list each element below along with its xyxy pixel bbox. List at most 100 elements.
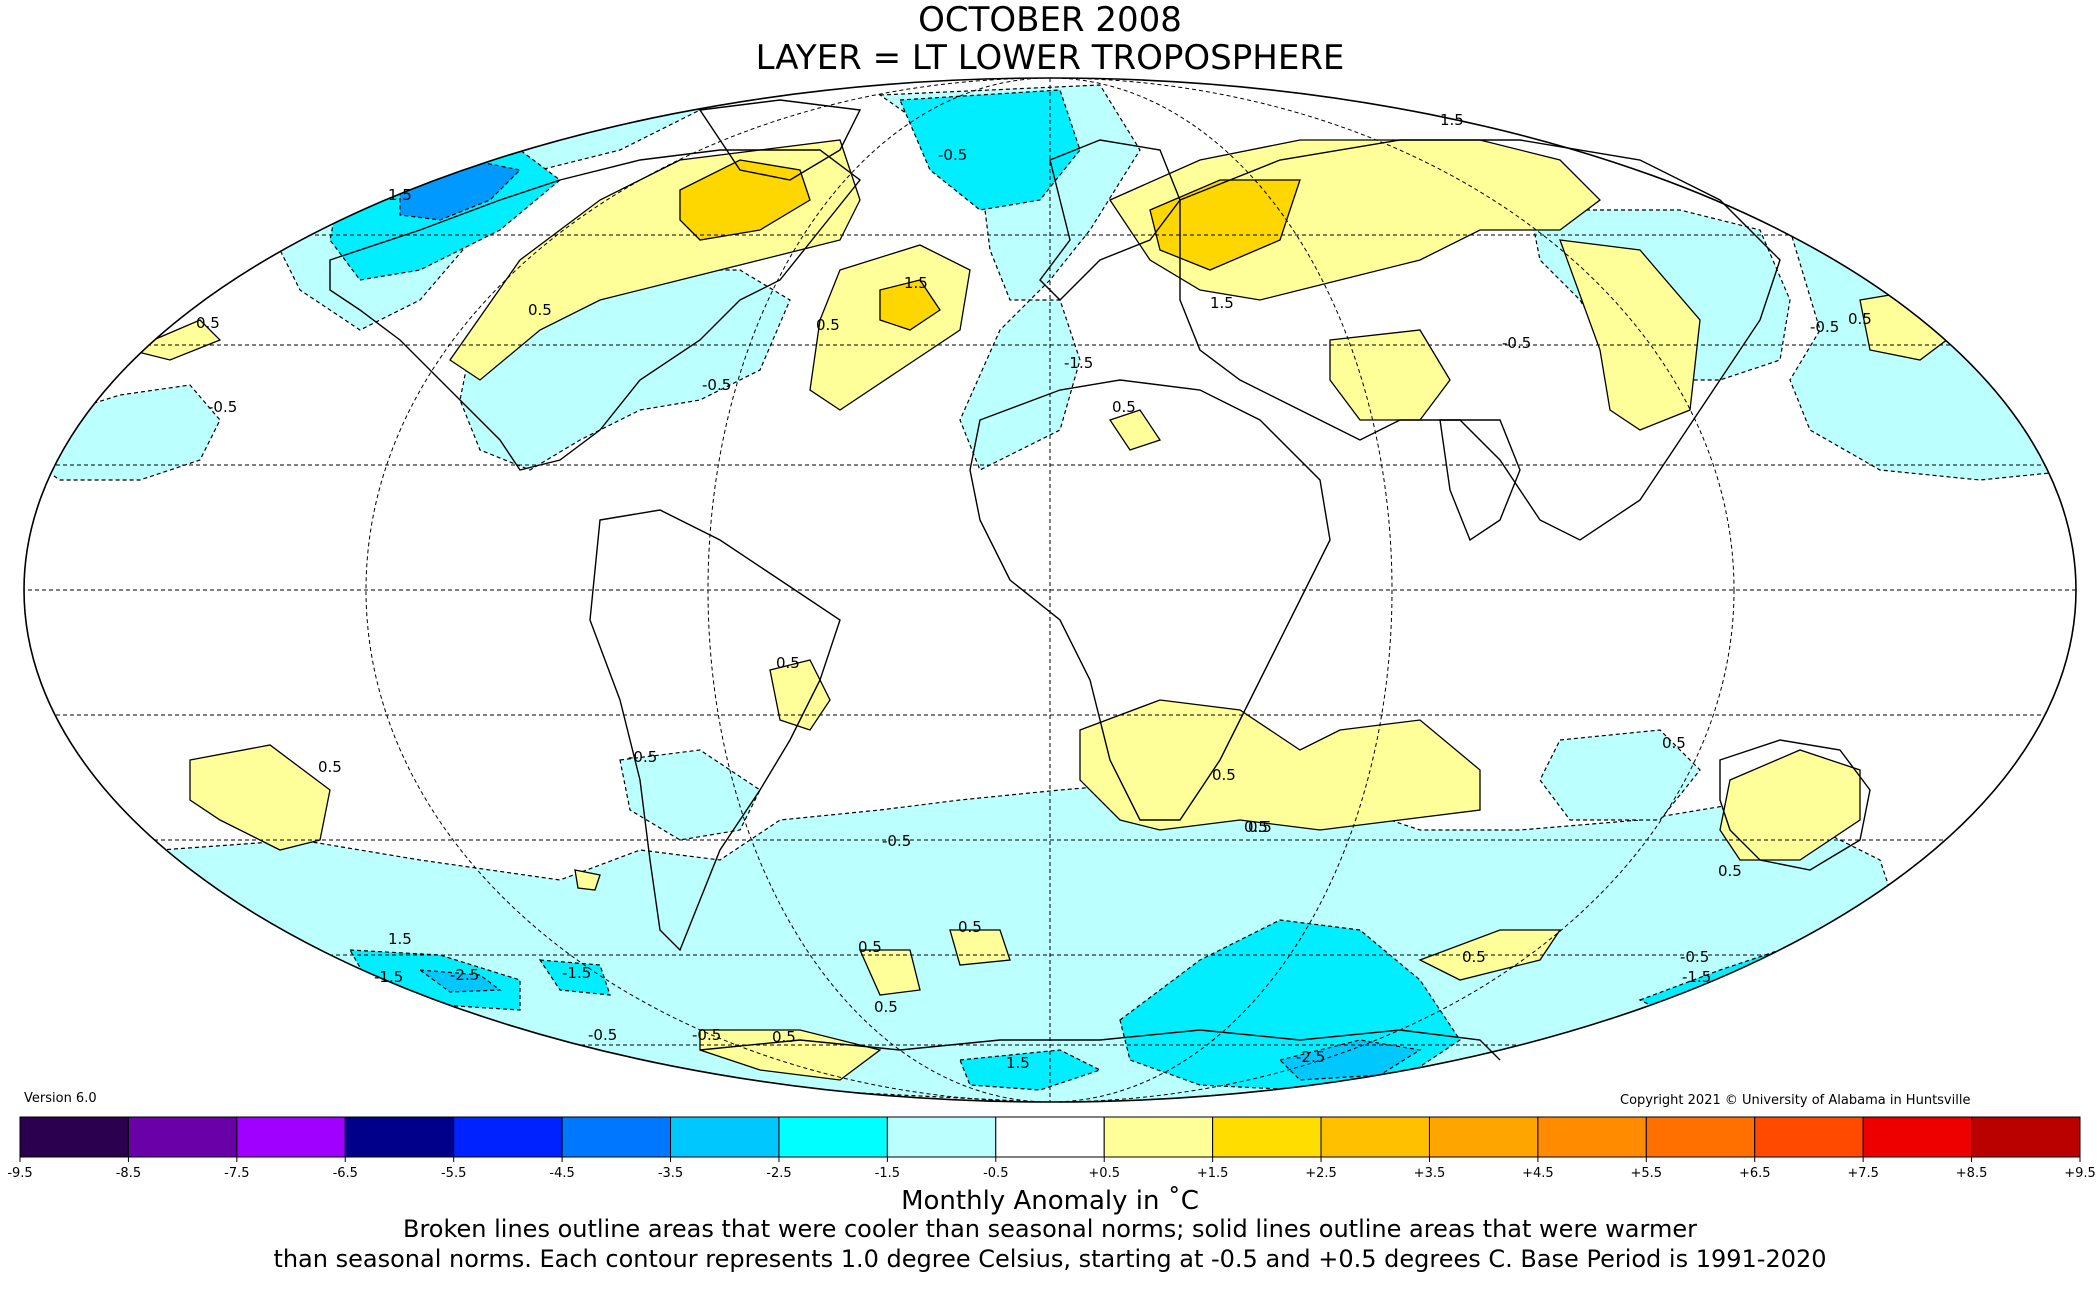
warm-region-southern-ocean-mid [949, 929, 1011, 966]
contour-label: -0.5 [588, 1026, 617, 1044]
color-scale-tick-label: +8.5 [1956, 1166, 1988, 1181]
contour-label: 1.5 [904, 274, 928, 292]
warm-region-southern-indian [1418, 929, 1562, 981]
color-bin [995, 1116, 1105, 1158]
contour-label: 0.5 [958, 918, 982, 936]
color-scale-tick-label: -6.5 [333, 1166, 358, 1181]
contour-label: 0.5 [318, 758, 342, 776]
contour-label: 1.5 [388, 186, 412, 204]
cool3-region-antarctic-core [1278, 1039, 1422, 1081]
color-scale-tick-label: -0.5 [983, 1166, 1008, 1181]
continent-outlines [329, 99, 1871, 1061]
north-america-outline [329, 149, 861, 471]
contour-label: -1.5 [1064, 354, 1093, 372]
contour-label: 0.5 [776, 654, 800, 672]
contour-label: 0.5 [1112, 398, 1136, 416]
africa-outline [969, 379, 1331, 821]
contour-label: 0.5 [1848, 310, 1872, 328]
color-bin [1862, 1116, 1973, 1158]
globe-outline [23, 77, 2077, 1103]
color-bin [1971, 1116, 2081, 1158]
color-bin [1645, 1116, 1756, 1158]
map-subtitle: LAYER = LT LOWER TROPOSPHERE [755, 38, 1345, 78]
color-scale-tick-label: -1.5 [875, 1166, 900, 1181]
color-bin [453, 1116, 563, 1158]
color-scale-tick-label: -3.5 [658, 1166, 683, 1181]
warm-region-southern-africa [1079, 699, 1481, 831]
warm-region-pacific-small [574, 869, 601, 891]
color-scale-tick-label: -5.5 [441, 1166, 466, 1181]
map-title: OCTOBER 2008 [918, 0, 1182, 40]
contour-label: 0.5 [772, 1028, 796, 1046]
contour-label: -1.5 [562, 964, 591, 982]
contour-label: 0.5 [1718, 862, 1742, 880]
color-scale-bins [19, 1116, 2081, 1158]
contour-label: -0.5 [692, 1026, 721, 1044]
color-bin [886, 1116, 997, 1158]
warm-region-south-pacific [189, 744, 331, 851]
color-bin [1537, 1116, 1647, 1158]
warm-region-east-asia [1559, 239, 1701, 431]
contour-label: 0.5 [1662, 734, 1686, 752]
color-bin [778, 1116, 888, 1158]
warm2-region-canada-core [679, 159, 811, 241]
color-bin [1428, 1116, 1539, 1158]
graticule [24, 78, 2076, 1102]
contour-label: -1.5 [1682, 968, 1711, 986]
color-scale-tick-label: +1.5 [1197, 1166, 1229, 1181]
color-bin [670, 1116, 780, 1158]
cool-region-indian-ocean-east [1539, 729, 1701, 821]
color-bin [1754, 1116, 1864, 1158]
caption-line-2: than seasonal norms. Each contour repres… [273, 1245, 1827, 1273]
warm2-region-europe-core [1149, 179, 1301, 271]
contour-label: 0.5 [1248, 818, 1272, 836]
contour-label: 1.5 [1210, 294, 1234, 312]
contour-label: 0.5 [196, 314, 220, 332]
contour-label: -2.5 [450, 966, 479, 984]
color-bin [1212, 1116, 1322, 1158]
contour-label: 1.5 [1440, 111, 1464, 129]
contour-label: 0.5 [858, 938, 882, 956]
europe-outline [1039, 139, 1181, 301]
contour-label: -0.5 [628, 748, 657, 766]
color-bin [236, 1116, 346, 1158]
color-scale-ticks: -9.5 -8.5 -7.5 -6.5 -5.5 -4.5 -3.5 -2.5 -1.5 -0.5… [7, 1157, 2096, 1181]
contour-label: 0.5 [1462, 948, 1486, 966]
contour-label: -0.5 [938, 146, 967, 164]
color-scale-tick-label: +6.5 [1739, 1166, 1771, 1181]
contour-label: 0.5 [528, 301, 552, 319]
color-bin [561, 1116, 672, 1158]
color-scale-tick-label: -8.5 [116, 1166, 141, 1181]
color-scale-tick-label: +9.5 [2064, 1166, 2096, 1181]
cool2-region-south-pacific-2 [538, 959, 611, 996]
color-scale-tick-label: +4.5 [1522, 1166, 1554, 1181]
color-scale-tick-label: +2.5 [1305, 1166, 1337, 1181]
contour-label: -0.5 [1680, 948, 1709, 966]
australia-outline [1719, 739, 1871, 871]
color-bin [344, 1116, 455, 1158]
color-scale-tick-label: +3.5 [1414, 1166, 1446, 1181]
contour-label: 0.5 [1244, 818, 1268, 836]
asia-outline [1179, 139, 1781, 541]
color-scale-tick-label: +7.5 [1847, 1166, 1879, 1181]
color-scale-tick-label: -4.5 [549, 1166, 574, 1181]
cool-region-north-atlantic [878, 84, 1141, 471]
color-scale-tick-label: -2.5 [766, 1166, 791, 1181]
contour-label: -0.5 [208, 398, 237, 416]
contour-label: -0.5 [1502, 334, 1531, 352]
color-bin [127, 1116, 238, 1158]
contour-label: 0.5 [1212, 766, 1236, 784]
version-label: Version 6.0 [24, 1091, 97, 1106]
contour-label: -0.5 [1810, 318, 1839, 336]
contour-label: -1.5 [374, 968, 403, 986]
contour-label: -0.5 [882, 832, 911, 850]
contour-label: 0.5 [816, 316, 840, 334]
contour-label: -2.5 [1296, 1048, 1325, 1066]
caption-title: Monthly Anomaly in ˚C [901, 1186, 1199, 1216]
cool-region-south-atlantic-west [619, 749, 761, 841]
south-america-outline [589, 509, 841, 952]
warm-region-alaska-west [127, 319, 222, 361]
contour-label: 1.5 [1006, 1054, 1030, 1072]
contour-label: 1.5 [388, 930, 412, 948]
india-outline [1439, 419, 1521, 542]
